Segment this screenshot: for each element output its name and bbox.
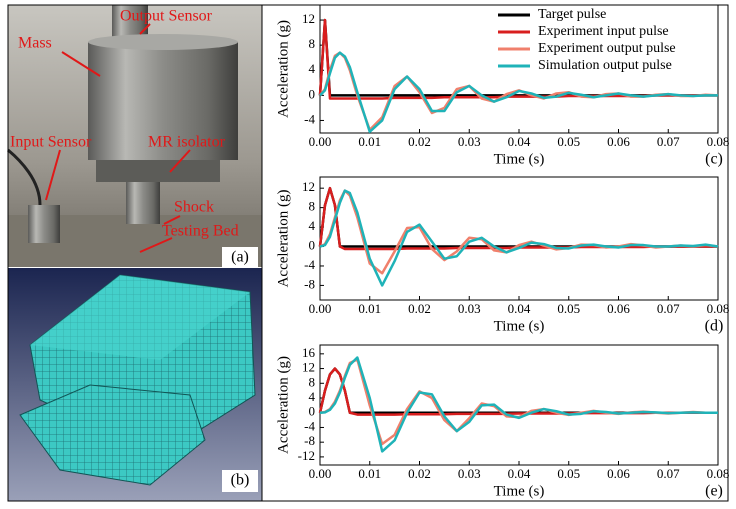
mesh-panel: (b) [8, 268, 262, 501]
x-tick-label: 0.07 [657, 466, 680, 481]
x-tick-label: 0.06 [607, 301, 630, 316]
x-tick-label: 0.07 [657, 301, 680, 316]
y-tick-label: -4 [304, 418, 315, 433]
legend-label: Simulation output pulse [538, 58, 672, 73]
x-axis-title: Time (s) [494, 318, 545, 334]
panel-label: (a) [231, 249, 249, 266]
isolator [96, 160, 220, 182]
y-tick-label: -8 [304, 276, 315, 291]
mass [88, 42, 238, 160]
y-tick-label: 8 [309, 374, 316, 389]
legend-label: Target pulse [538, 7, 606, 22]
x-axis-title: Time (s) [494, 151, 545, 167]
y-axis-title: Acceleration (g) [275, 356, 291, 454]
y-tick-label: -4 [304, 257, 315, 272]
panel-label: (c) [705, 151, 723, 168]
x-tick-label: 0.02 [408, 466, 431, 481]
series-line [319, 189, 719, 287]
y-axis-title: Acceleration (g) [275, 20, 291, 118]
mesh-top [30, 275, 250, 360]
panel-label: (d) [705, 318, 724, 335]
y-tick-label: 4 [309, 218, 316, 233]
y-tick-label: 8 [309, 36, 316, 51]
mesh-base [19, 384, 206, 486]
x-tick-label: 0.06 [607, 134, 630, 149]
testing-bed-label: Testing Bed [162, 223, 239, 240]
x-tick-label: 0.04 [508, 301, 531, 316]
y-tick-label: 0 [309, 404, 316, 419]
x-tick-label: 0.04 [508, 466, 531, 481]
x-tick-label: 0.03 [458, 466, 481, 481]
x-tick-label: 0.08 [707, 134, 730, 149]
mr-isolator-label: MR isolator [148, 134, 226, 151]
arrows [45, 23, 191, 253]
y-axis-title: Acceleration (g) [275, 190, 291, 288]
x-tick-label: 0.05 [557, 301, 580, 316]
y-tick-label: 0 [309, 238, 316, 253]
y-tick-label: 4 [309, 61, 316, 76]
x-axis-title: Time (s) [494, 483, 545, 499]
y-tick-label: 12 [302, 179, 315, 194]
panel-label-box [222, 247, 258, 267]
y-tick-label: 0 [309, 86, 316, 101]
y-tick-label: 8 [309, 199, 316, 214]
x-tick-label: 0.03 [458, 301, 481, 316]
x-tick-label: 0.07 [657, 134, 680, 149]
y-tick-label: 4 [309, 389, 316, 404]
x-tick-label: 0.08 [707, 301, 730, 316]
legend-label: Experiment input pulse [538, 24, 669, 39]
shock-label: Shock [174, 199, 214, 216]
x-tick-label: 0.00 [309, 301, 332, 316]
plot-frame [319, 344, 719, 466]
mass-top [88, 34, 238, 50]
series-line [319, 356, 718, 453]
cable [7, 148, 42, 206]
series-line [318, 186, 718, 251]
output-sensor-label: Output Sensor [120, 8, 213, 25]
panel-label-box [222, 470, 258, 492]
x-tick-label: 0.00 [309, 134, 332, 149]
y-tick-label: 12 [302, 360, 315, 375]
y-tick-label: -8 [304, 433, 315, 448]
input-sensor [28, 205, 60, 243]
photo-panel: Output Sensor Mass Input Sensor MR isola… [7, 5, 262, 267]
x-tick-label: 0.04 [508, 134, 531, 149]
x-tick-label: 0.02 [408, 134, 431, 149]
mass-label: Mass [18, 35, 52, 52]
y-tick-label: -4 [304, 111, 315, 126]
x-tick-label: 0.06 [607, 466, 630, 481]
x-tick-label: 0.01 [358, 134, 381, 149]
panel-label: (e) [705, 483, 723, 500]
panel-label: (b) [231, 472, 250, 489]
y-tick-label: -12 [298, 448, 315, 463]
x-tick-label: 0.01 [358, 301, 381, 316]
series-line [319, 51, 718, 133]
y-tick-label: 16 [302, 345, 316, 360]
input-sensor-label: Input Sensor [10, 134, 92, 151]
x-tick-label: 0.01 [358, 466, 381, 481]
x-tick-label: 0.05 [557, 134, 580, 149]
stud [126, 182, 160, 224]
x-tick-label: 0.00 [309, 466, 332, 481]
legend-label: Experiment output pulse [538, 41, 676, 56]
x-tick-label: 0.03 [458, 134, 481, 149]
x-tick-label: 0.08 [707, 466, 730, 481]
x-tick-label: 0.02 [408, 301, 431, 316]
y-tick-label: 12 [302, 11, 315, 26]
x-tick-label: 0.05 [557, 466, 580, 481]
